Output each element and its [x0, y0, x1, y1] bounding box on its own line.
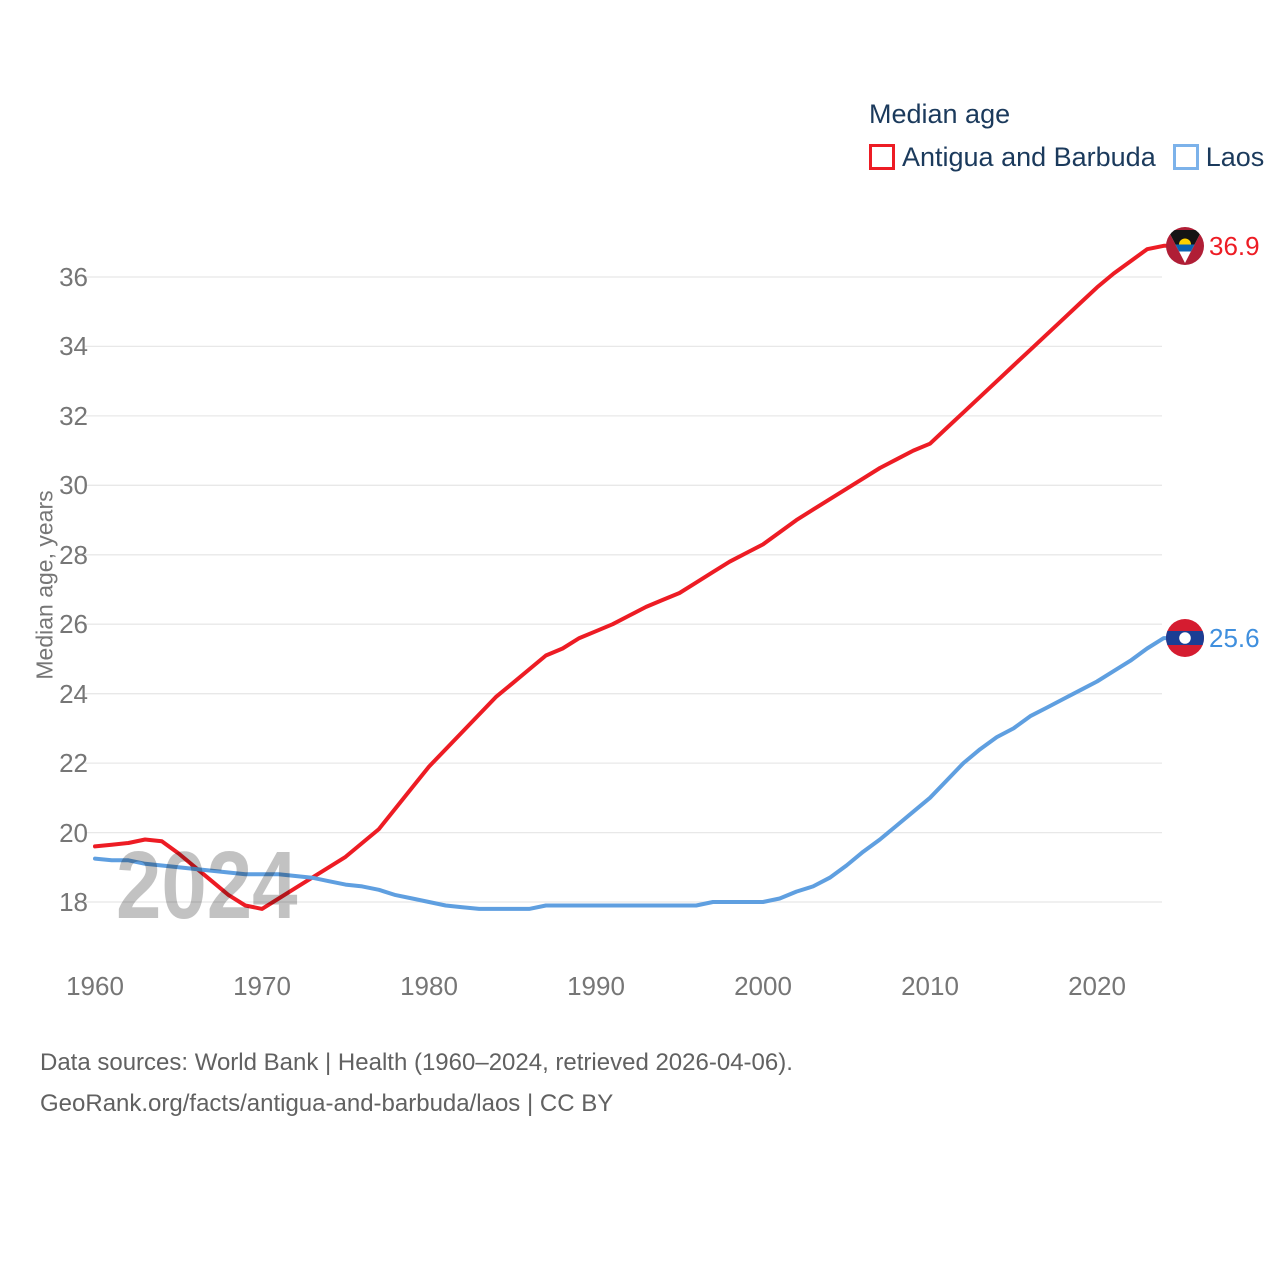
series-line-laos[interactable]: [93, 636, 1175, 911]
y-tick-label: 18: [59, 887, 88, 917]
legend-title: Median age: [869, 99, 1011, 129]
x-tick-label: 1960: [66, 971, 124, 1001]
y-tick-label: 34: [59, 331, 88, 362]
y-tick-label: 24: [59, 678, 88, 709]
x-tick-label: 1980: [400, 971, 458, 1001]
antigua-and-barbuda-flag-icon: [1166, 226, 1204, 265]
x-tick-label: 2000: [734, 971, 792, 1001]
y-tick-label: 28: [59, 539, 88, 570]
y-axis-title: Median age, years: [31, 490, 58, 680]
laos-flag-icon: [1166, 619, 1204, 658]
legend-item-antigua-and-barbuda: Antigua and Barbuda: [869, 142, 1156, 172]
x-tick-label: 1990: [567, 971, 625, 1001]
end-label-laos: 25.6: [1166, 619, 1260, 658]
end-label-antigua-and-barbuda: 36.9: [1166, 226, 1260, 265]
laos-swatch-icon: [1172, 144, 1199, 170]
x-tick-label: 2020: [1068, 971, 1126, 1001]
x-tick-label: 2010: [901, 971, 959, 1001]
y-tick-label: 22: [59, 748, 88, 779]
legend-item-laos: Laos: [1172, 142, 1265, 172]
footer: Data sources: World Bank | Health (1960–…: [40, 1042, 793, 1124]
series-line-antigua-and-barbuda[interactable]: [93, 243, 1175, 911]
x-tick-label: 1970: [233, 971, 291, 1001]
watermark-year: 2024: [116, 832, 298, 939]
y-tick-label: 32: [59, 400, 88, 431]
y-tick-label: 36: [59, 262, 88, 292]
legend-label: Antigua and Barbuda: [902, 142, 1156, 172]
y-tick-label: 30: [59, 470, 88, 501]
end-value: 25.6: [1209, 623, 1260, 654]
legend-label: Laos: [1205, 142, 1265, 172]
y-tick-label: 20: [59, 817, 88, 848]
legend: Median age Antigua and Barbuda Laos: [869, 99, 1264, 172]
antigua-and-barbuda-swatch-icon: [869, 144, 895, 170]
data-sources-line: Data sources: World Bank | Health (1960–…: [40, 1049, 793, 1076]
attribution-line: GeoRank.org/facts/antigua-and-barbuda/la…: [40, 1090, 614, 1117]
end-value: 36.9: [1209, 230, 1260, 261]
y-tick-label: 26: [59, 609, 88, 640]
legend-items: Antigua and Barbuda Laos: [869, 142, 1264, 172]
